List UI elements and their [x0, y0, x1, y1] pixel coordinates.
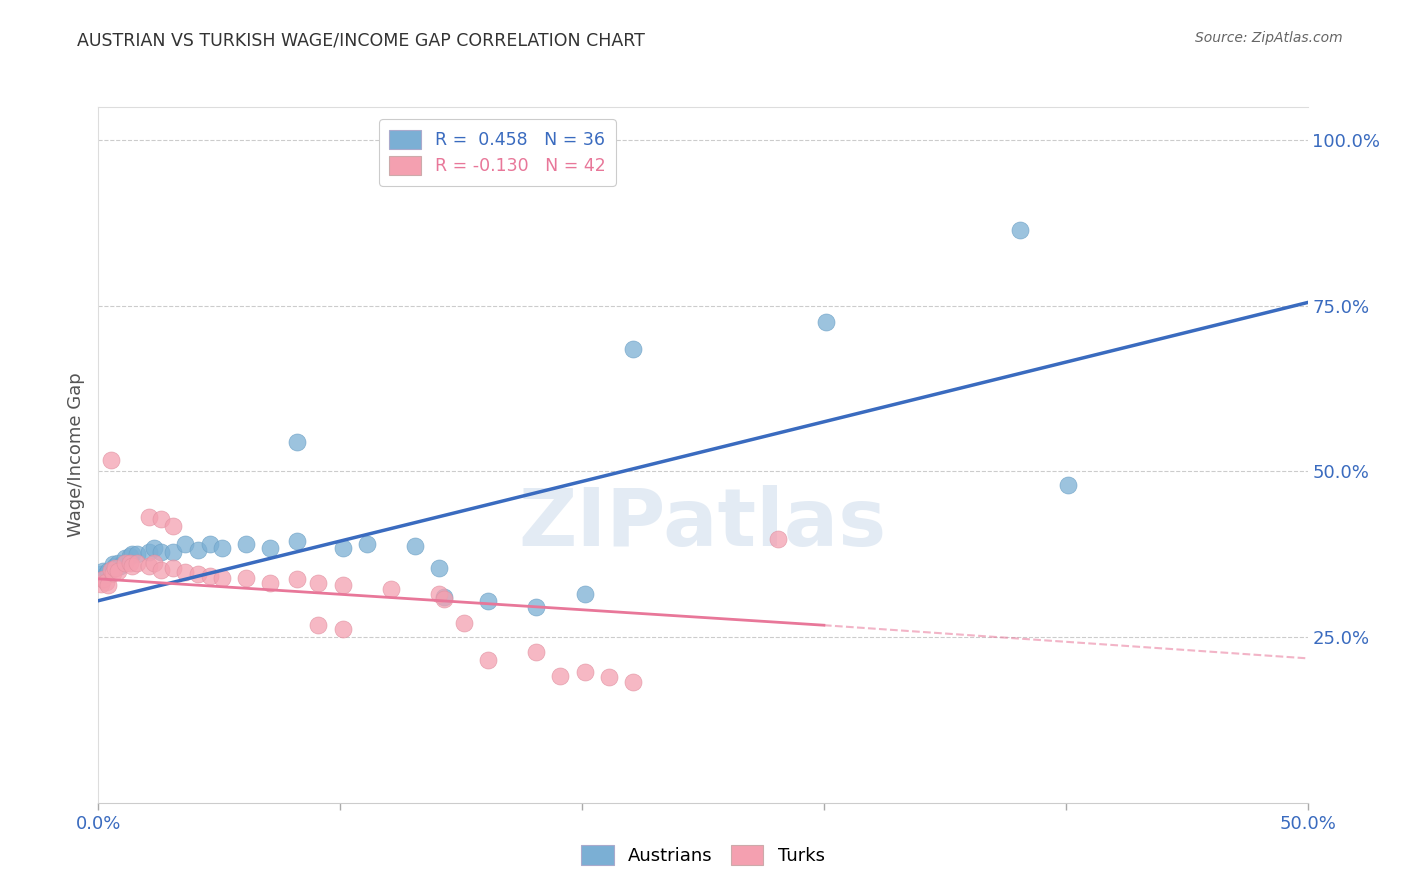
Point	[259, 575, 281, 590]
Y-axis label: Wage/Income Gap: Wage/Income Gap	[66, 373, 84, 537]
Point	[211, 541, 233, 555]
Point	[101, 558, 124, 572]
Point	[404, 539, 426, 553]
Point	[332, 541, 354, 555]
Point	[198, 537, 221, 551]
Point	[162, 560, 184, 574]
Point	[433, 591, 456, 605]
Point	[121, 558, 143, 573]
Point	[174, 565, 197, 579]
Point	[574, 665, 596, 679]
Point	[108, 558, 131, 573]
Point	[198, 569, 221, 583]
Point	[174, 537, 197, 551]
Point	[101, 566, 124, 580]
Point	[235, 537, 257, 551]
Point	[429, 560, 451, 574]
Point	[104, 558, 127, 573]
Point	[138, 545, 160, 559]
Point	[477, 653, 499, 667]
Point	[118, 556, 141, 570]
Point	[621, 342, 644, 356]
Point	[574, 587, 596, 601]
Point	[285, 534, 308, 549]
Point	[259, 541, 281, 555]
Point	[285, 434, 308, 449]
Point	[127, 547, 149, 561]
Point	[97, 578, 120, 592]
Point	[91, 564, 114, 578]
Point	[308, 575, 330, 590]
Point	[187, 542, 209, 557]
Point	[162, 545, 184, 559]
Point	[150, 545, 173, 559]
Point	[433, 591, 456, 606]
Point	[100, 452, 122, 467]
Legend: R =  0.458   N = 36, R = -0.130   N = 42: R = 0.458 N = 36, R = -0.130 N = 42	[380, 120, 616, 186]
Point	[1057, 477, 1080, 491]
Point	[150, 563, 173, 577]
Legend: Austrians, Turks: Austrians, Turks	[574, 838, 832, 872]
Point	[97, 564, 120, 578]
Point	[138, 509, 160, 524]
Point	[285, 572, 308, 586]
Point	[524, 600, 547, 615]
Point	[90, 577, 112, 591]
Point	[815, 315, 838, 329]
Point	[150, 512, 173, 526]
Point	[332, 622, 354, 636]
Point	[477, 593, 499, 607]
Point	[308, 618, 330, 632]
Point	[104, 560, 127, 574]
Point	[143, 541, 166, 555]
Point	[138, 558, 160, 573]
Text: Source: ZipAtlas.com: Source: ZipAtlas.com	[1195, 31, 1343, 45]
Point	[524, 645, 547, 659]
Point	[356, 537, 378, 551]
Text: AUSTRIAN VS TURKISH WAGE/INCOME GAP CORRELATION CHART: AUSTRIAN VS TURKISH WAGE/INCOME GAP CORR…	[77, 31, 645, 49]
Point	[453, 615, 475, 630]
Point	[235, 570, 257, 584]
Point	[114, 556, 136, 570]
Point	[94, 575, 117, 590]
Point	[429, 587, 451, 601]
Point	[187, 567, 209, 582]
Point	[114, 550, 136, 565]
Point	[550, 668, 572, 682]
Text: ZIPatlas: ZIPatlas	[519, 485, 887, 564]
Point	[1008, 222, 1031, 236]
Point	[380, 582, 402, 597]
Point	[91, 572, 114, 586]
Point	[121, 547, 143, 561]
Point	[100, 563, 122, 577]
Point	[90, 567, 112, 582]
Point	[598, 670, 620, 684]
Point	[107, 564, 129, 578]
Point	[332, 578, 354, 592]
Point	[118, 549, 141, 564]
Point	[211, 570, 233, 584]
Point	[766, 532, 789, 546]
Point	[107, 556, 129, 570]
Point	[162, 518, 184, 533]
Point	[94, 567, 117, 582]
Point	[143, 556, 166, 570]
Point	[127, 556, 149, 570]
Point	[621, 675, 644, 690]
